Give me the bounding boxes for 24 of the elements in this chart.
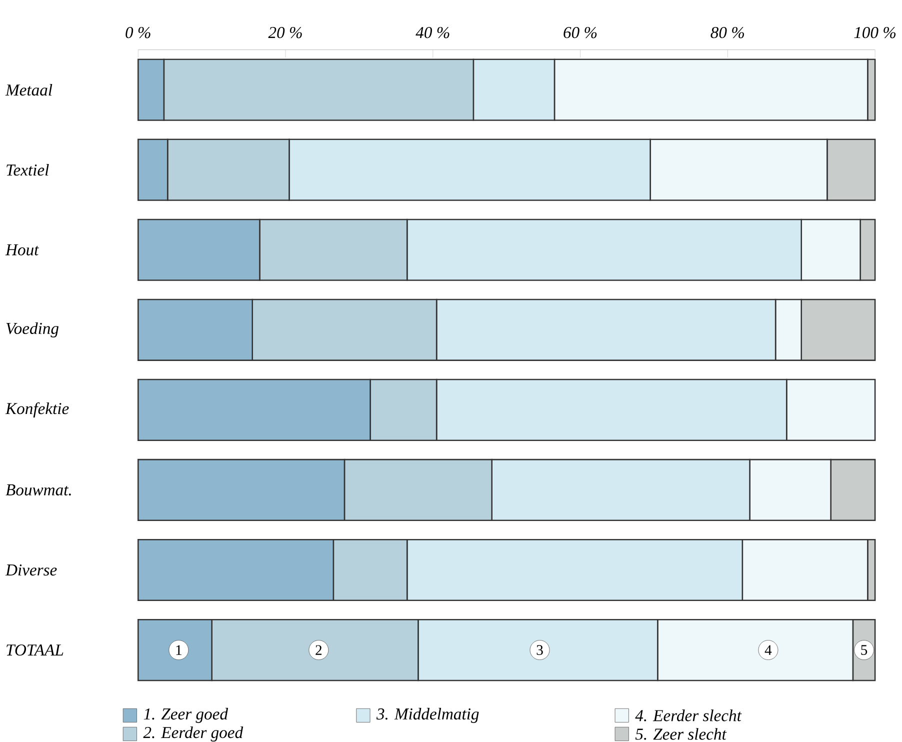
x-tick-label: 60 % xyxy=(564,27,597,38)
annotation: 2 xyxy=(316,645,322,655)
annotation: 3 xyxy=(536,645,543,656)
legend-label: 4. Eerder slecht xyxy=(635,710,742,722)
legend-label: 5. Zeer slecht xyxy=(635,728,727,740)
legend-label: 2. Eerder goed xyxy=(143,726,244,742)
x-tick-label: 20 % xyxy=(268,27,302,38)
y-tick-label: Diverse xyxy=(5,564,57,576)
legend-label: 1. Zeer goed xyxy=(144,708,228,724)
y-tick-label: Konfektie xyxy=(5,402,69,418)
annotation: 4 xyxy=(764,645,772,655)
annotation: 5 xyxy=(861,645,868,656)
x-tick-label: 0 % xyxy=(126,27,150,38)
annotation: 1 xyxy=(176,645,182,655)
y-tick-label: Bouwmat. xyxy=(6,484,71,496)
series-label: 3. Middelmatig xyxy=(376,708,479,724)
x-tick-label: 40 % xyxy=(416,27,450,38)
x-tick-label: 80 % xyxy=(710,27,744,38)
y-tick-label: TOTAAL xyxy=(6,644,64,656)
y-tick-label: Hout xyxy=(5,244,40,256)
y-tick-label: Voeding xyxy=(6,322,59,338)
x-tick-label: 100 % xyxy=(854,27,896,38)
y-tick-label: Metaal xyxy=(5,84,52,96)
y-tick-label: Textiel xyxy=(6,164,49,176)
